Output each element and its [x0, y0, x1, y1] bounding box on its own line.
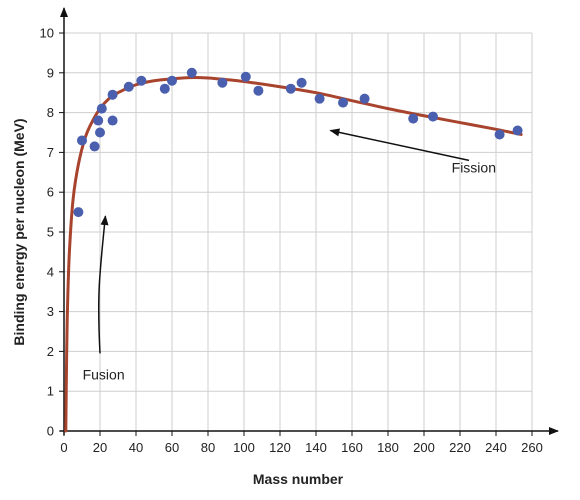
x-tick-label: 200: [413, 440, 435, 455]
data-point: [408, 113, 419, 124]
data-point: [186, 67, 197, 78]
x-tick-label: 40: [129, 440, 143, 455]
y-tick-label: 7: [47, 145, 54, 160]
y-tick-label: 4: [47, 264, 54, 279]
data-point: [428, 111, 438, 122]
tick-labels: 0 20 40 60 80 100 120 140 160 180 200 220 240 260 0 1 2 3…: [40, 26, 543, 456]
data-point: [253, 85, 264, 96]
data-point: [338, 97, 348, 108]
x-tick-label: 60: [165, 440, 179, 455]
x-tick-label: 240: [485, 440, 507, 455]
y-tick-label: 10: [40, 26, 54, 41]
fit-curve-layer: [64, 76, 523, 433]
data-point: [107, 115, 118, 126]
data-point: [314, 93, 325, 104]
x-tick-label: 140: [305, 440, 327, 455]
data-points: [73, 67, 523, 218]
fusion-label: Fusion: [83, 366, 125, 382]
x-tick-label: 220: [449, 440, 471, 455]
data-point: [95, 127, 105, 138]
fission-arrow: [329, 128, 470, 162]
y-tick-label: 6: [47, 185, 54, 200]
y-tick-label: 0: [47, 424, 54, 439]
data-point: [359, 93, 370, 104]
grid: [63, 32, 533, 432]
data-point: [285, 83, 296, 94]
x-tick-label: 260: [521, 440, 543, 455]
axes: [59, 7, 559, 436]
x-tick-label: 180: [377, 440, 399, 455]
data-point: [89, 141, 100, 152]
x-tick-label: 100: [233, 440, 255, 455]
data-point: [93, 115, 104, 126]
fusion-arrow: [97, 215, 109, 354]
y-axis-label: Binding energy per nucleon (MeV): [11, 118, 27, 345]
y-tick-label: 9: [47, 65, 54, 80]
y-tick-label: 8: [47, 105, 54, 120]
data-point: [240, 71, 251, 82]
data-point: [159, 83, 170, 94]
data-point: [296, 77, 307, 88]
y-tick-label: 2: [47, 344, 54, 359]
x-tick-label: 20: [93, 440, 107, 455]
data-point: [123, 81, 134, 92]
data-point: [167, 75, 177, 86]
fission-label: Fission: [452, 159, 496, 175]
data-point: [96, 103, 107, 114]
x-tick-label: 0: [60, 440, 67, 455]
annotations: Fusion Fission: [83, 128, 496, 382]
data-point: [107, 89, 118, 100]
data-point: [77, 135, 87, 146]
data-point: [217, 77, 228, 88]
data-point: [73, 207, 84, 218]
y-tick-label: 5: [47, 225, 54, 240]
x-tick-label: 80: [201, 440, 215, 455]
x-axis-label: Mass number: [253, 471, 344, 487]
data-point: [512, 125, 523, 136]
data-point: [494, 129, 505, 140]
y-tick-label: 1: [47, 384, 54, 399]
x-tick-label: 120: [269, 440, 291, 455]
x-tick-label: 160: [341, 440, 363, 455]
y-tick-label: 3: [47, 304, 54, 319]
binding-energy-curve: [64, 76, 523, 433]
data-point: [136, 75, 147, 86]
